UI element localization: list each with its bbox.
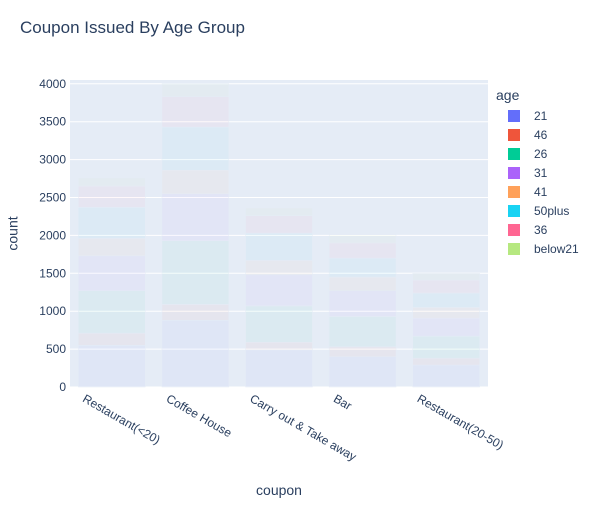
legend-swatch[interactable] — [508, 110, 520, 122]
legend-swatch[interactable] — [508, 224, 520, 236]
bar-segment — [78, 178, 145, 186]
y-tick-label: 3000 — [39, 153, 66, 167]
legend-swatch[interactable] — [508, 148, 520, 160]
legend-item[interactable]: 26 — [534, 147, 548, 161]
bar-segment — [78, 291, 145, 333]
bar-segment — [78, 238, 145, 255]
bar-segment — [162, 127, 229, 170]
bar-segment — [162, 97, 229, 127]
legend-item[interactable]: 31 — [534, 166, 548, 180]
y-tick-label: 4000 — [39, 77, 66, 91]
bar-segment — [329, 235, 396, 243]
y-tick-label: 2000 — [39, 228, 66, 242]
bar-segment — [329, 317, 396, 347]
legend-item[interactable]: below21 — [534, 242, 579, 256]
bar-segment — [413, 336, 480, 358]
bar-segment — [246, 306, 313, 342]
bar-segment — [246, 216, 313, 233]
legend-item[interactable]: 41 — [534, 185, 548, 199]
bar-segment — [162, 194, 229, 241]
legend-swatch[interactable] — [508, 205, 520, 217]
legend-item[interactable]: 21 — [534, 109, 548, 123]
bar-segment — [246, 233, 313, 260]
bar-segment — [162, 241, 229, 305]
bar-segment — [246, 260, 313, 274]
bar-segment — [413, 365, 480, 387]
legend-swatch[interactable] — [508, 186, 520, 198]
legend-swatch[interactable] — [508, 129, 520, 141]
bar-segment — [78, 207, 145, 238]
x-axis-title: coupon — [256, 482, 302, 498]
bar-segment — [78, 345, 145, 387]
bar-segment — [162, 84, 229, 97]
y-axis-title: count — [5, 216, 21, 250]
y-tick-label: 1500 — [39, 266, 66, 280]
bar-segment — [162, 320, 229, 387]
bar-segment — [413, 280, 480, 293]
chart-title: Coupon Issued By Age Group — [20, 18, 245, 37]
bar-segment — [329, 291, 396, 317]
legend-title: age — [496, 87, 520, 103]
bar-segment — [329, 277, 396, 291]
bar-segment — [413, 318, 480, 336]
legend-swatch[interactable] — [508, 243, 520, 255]
bar-segment — [413, 293, 480, 307]
y-tick-label: 0 — [59, 380, 66, 394]
bar-segment — [78, 186, 145, 207]
bar-segment — [413, 273, 480, 280]
legend-swatch[interactable] — [508, 167, 520, 179]
bar-segment — [329, 357, 396, 387]
legend-item[interactable]: 50plus — [534, 204, 569, 218]
bar-segment — [78, 256, 145, 291]
bar-segment — [329, 243, 396, 258]
bar-segment — [329, 258, 396, 277]
bar-segment — [162, 170, 229, 193]
legend-item[interactable]: 46 — [534, 128, 548, 142]
y-tick-label: 2500 — [39, 190, 66, 204]
bar-segment — [246, 350, 313, 387]
bar-segment — [246, 275, 313, 306]
bar-segment — [246, 208, 313, 216]
bar-segment — [78, 333, 145, 345]
bar-segment — [413, 358, 480, 365]
bar-segment — [329, 347, 396, 357]
legend-item[interactable]: 36 — [534, 223, 548, 237]
bar-segment — [413, 307, 480, 318]
y-tick-label: 500 — [46, 342, 66, 356]
y-tick-label: 1000 — [39, 304, 66, 318]
bar-segment — [162, 304, 229, 320]
y-tick-label: 3500 — [39, 115, 66, 129]
bar-segment — [246, 342, 313, 350]
